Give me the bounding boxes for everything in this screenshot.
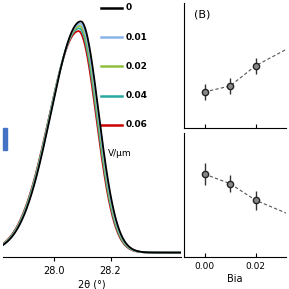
- Text: 0.02: 0.02: [126, 62, 148, 71]
- Text: 0.04: 0.04: [126, 91, 148, 100]
- Text: 0: 0: [126, 3, 132, 12]
- Text: V/μm: V/μm: [108, 149, 131, 158]
- Text: 0.01: 0.01: [126, 33, 148, 42]
- Text: (B): (B): [194, 9, 211, 19]
- X-axis label: Bia: Bia: [227, 274, 243, 284]
- Bar: [3, 127, 7, 150]
- Text: 0.06: 0.06: [126, 121, 148, 129]
- X-axis label: 2θ (°): 2θ (°): [78, 279, 106, 289]
